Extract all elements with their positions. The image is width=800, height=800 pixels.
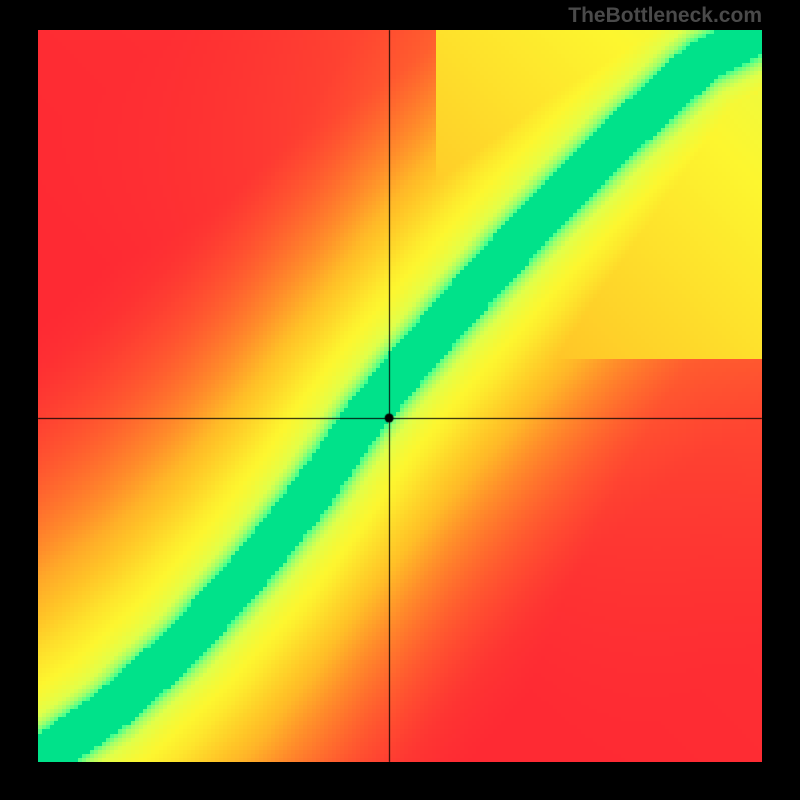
bottleneck-heatmap (38, 30, 762, 762)
chart-container: TheBottleneck.com (0, 0, 800, 800)
watermark-text: TheBottleneck.com (568, 4, 762, 28)
